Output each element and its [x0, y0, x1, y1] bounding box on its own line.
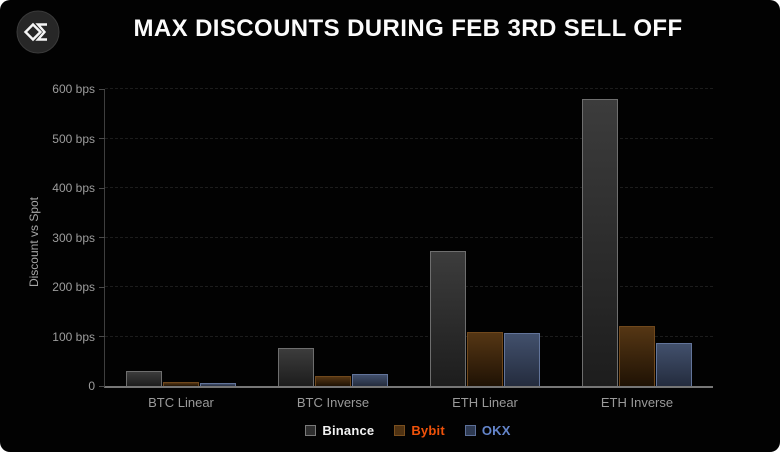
bar-group-btc-linear: [105, 89, 257, 386]
x-axis-label-eth-inverse: ETH Inverse: [600, 395, 674, 410]
bar-okx-eth-linear: [504, 332, 540, 386]
sigma-diamond-icon: [16, 10, 60, 54]
bar-binance-btc-inverse: [278, 348, 314, 386]
y-tick-label: 200 bps: [52, 280, 95, 294]
grid-line-200: [105, 286, 713, 287]
grid-line-600: [105, 88, 713, 89]
legend-swatch-binance: [305, 425, 317, 436]
chart-title: MAX DISCOUNTS DURING FEB 3RD SELL OFF: [133, 15, 683, 42]
y-tick-label: 300 bps: [52, 230, 95, 245]
y-tick-mark: [99, 336, 105, 338]
legend-item-binance: Binance: [305, 423, 374, 438]
legend-label-bybit: Bybit: [411, 423, 445, 438]
bar-okx-eth-inverse: [656, 343, 692, 386]
legend-item-okx: OKX: [464, 423, 511, 438]
bar-binance-btc-linear: [126, 371, 162, 386]
bar-bybit-btc-inverse: [315, 376, 351, 386]
y-tick-label: 600 bps: [52, 82, 95, 96]
y-tick-mark: [99, 88, 105, 90]
legend-swatch-bybit: [394, 425, 406, 436]
x-axis-label-btc-inverse: BTC Inverse: [296, 395, 370, 410]
legend-swatch-okx: [464, 425, 476, 436]
y-tick-mark: [99, 138, 105, 139]
bar-group-btc-inverse: [257, 89, 409, 386]
y-tick-label: 100 bps: [52, 329, 95, 344]
brand-logo: [16, 10, 60, 54]
bar-okx-btc-linear: [200, 383, 236, 386]
grid-line-300: [105, 236, 713, 238]
bar-bybit-btc-linear: [163, 382, 199, 386]
y-axis-title: Discount vs Spot: [27, 196, 41, 288]
bar-binance-eth-inverse: [582, 98, 618, 386]
chart-legend: Binance Bybit OKX: [104, 423, 712, 438]
bar-group-eth-linear: [409, 89, 561, 386]
y-tick-label: 400 bps: [52, 181, 95, 195]
bar-bybit-eth-inverse: [619, 325, 655, 386]
y-tick-label: 500 bps: [52, 131, 95, 146]
y-tick-mark: [99, 237, 105, 238]
bar-okx-btc-inverse: [352, 374, 388, 386]
grid-line-500: [105, 137, 713, 139]
bar-group-eth-inverse: [561, 89, 713, 386]
y-tick-mark: [99, 187, 105, 189]
plot-area: 600 bps 500 bps 400 bps 300 bps 200 bps 100 b…: [52, 83, 713, 410]
legend-label-okx: OKX: [481, 423, 511, 438]
bar-binance-eth-linear: [430, 251, 466, 386]
legend-item-bybit: Bybit: [394, 423, 445, 438]
x-axis-label-btc-linear: BTC Linear: [148, 395, 214, 410]
bar-bybit-eth-linear: [467, 331, 503, 386]
grid-line-400: [105, 187, 713, 188]
y-tick-mark: [99, 286, 105, 288]
grid-line-100: [105, 335, 713, 337]
legend-label-binance: Binance: [322, 423, 375, 438]
x-axis-label-eth-linear: ETH Linear: [452, 395, 518, 410]
y-tick-mark: [99, 385, 105, 387]
y-tick-label: 0: [88, 379, 95, 393]
